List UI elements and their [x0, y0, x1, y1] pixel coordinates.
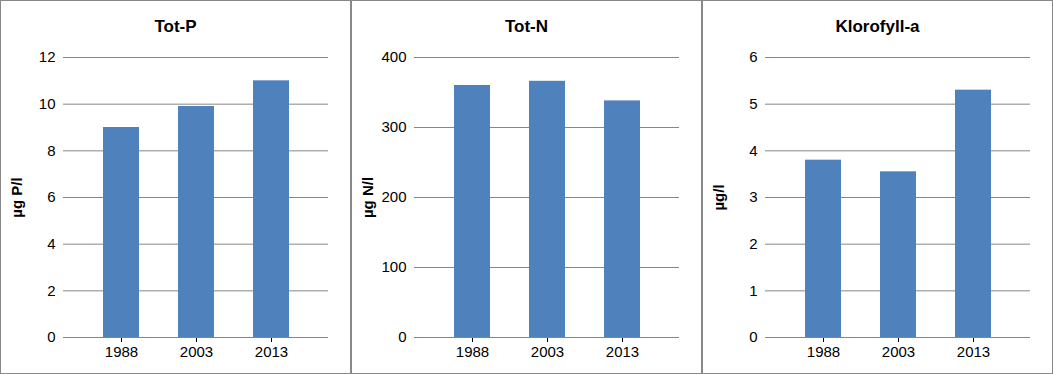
html-text:Tot-P: Tot-P — [154, 17, 197, 36]
svg-text:300: 300 — [381, 118, 406, 135]
svg-text:1: 1 — [749, 282, 757, 299]
svg-text:2: 2 — [749, 235, 757, 252]
svg-text:0: 0 — [47, 328, 55, 345]
svg-text:0: 0 — [749, 328, 757, 345]
svg-text:8: 8 — [47, 142, 55, 159]
svg-text:10: 10 — [39, 95, 56, 112]
svg-text:4: 4 — [749, 142, 757, 159]
svg-text:2013: 2013 — [255, 343, 288, 360]
svg-text:400: 400 — [381, 48, 406, 65]
svg-text:2003: 2003 — [531, 343, 564, 360]
svg-text:2: 2 — [47, 282, 55, 299]
svg-text:12: 12 — [39, 48, 56, 65]
svg-text:2003: 2003 — [882, 343, 915, 360]
svg-text:2003: 2003 — [180, 343, 213, 360]
svg-text:0: 0 — [398, 328, 406, 345]
svg-text:µg N/l: µg N/l — [359, 177, 376, 218]
svg-text:4: 4 — [47, 235, 55, 252]
svg-text:2013: 2013 — [957, 343, 990, 360]
svg-text:1988: 1988 — [105, 343, 138, 360]
html-text:Klorofyll-a: Klorofyll-a — [835, 17, 920, 36]
svg-text:6: 6 — [749, 48, 757, 65]
svg-text:2013: 2013 — [606, 343, 639, 360]
svg-text:200: 200 — [381, 188, 406, 205]
svg-text:100: 100 — [381, 258, 406, 275]
svg-text:6: 6 — [47, 188, 55, 205]
svg-text:µg P/l: µg P/l — [8, 177, 25, 217]
svg-text:1988: 1988 — [807, 343, 840, 360]
html-text:Tot-N: Tot-N — [504, 17, 548, 36]
svg-text:µg/l: µg/l — [710, 184, 727, 210]
svg-text:3: 3 — [749, 188, 757, 205]
svg-text:5: 5 — [749, 95, 757, 112]
svg-text:1988: 1988 — [456, 343, 489, 360]
